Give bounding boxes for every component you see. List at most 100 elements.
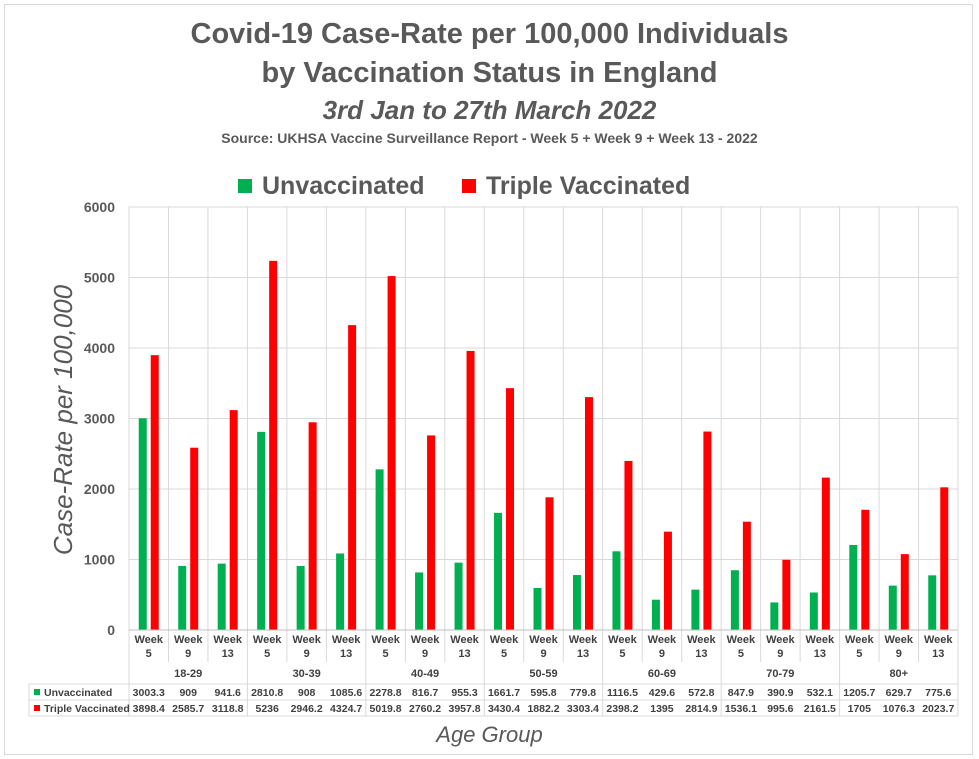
table-cell-value: 532.1 — [807, 687, 833, 699]
table-cell-value: 2760.2 — [409, 703, 441, 715]
bar-unvaccinated — [770, 602, 779, 630]
x-tick-label-week: Week — [569, 634, 598, 646]
x-tick-label-week: Week — [253, 634, 282, 646]
table-cell-value: 2278.8 — [370, 687, 402, 699]
x-tick-label-number: 9 — [896, 648, 902, 660]
x-tick-label-number: 13 — [577, 648, 589, 660]
legend-label-unvaccinated: Unvaccinated — [262, 171, 425, 200]
bar-unvaccinated — [454, 562, 463, 630]
x-tick-label-number: 5 — [738, 648, 744, 660]
y-tick-label: 5000 — [84, 270, 115, 286]
bar-triple-vaccinated — [190, 447, 199, 630]
bar-triple-vaccinated — [466, 350, 475, 630]
table-series-label: Unvaccinated — [44, 687, 112, 699]
table-cell-value: 955.3 — [451, 687, 477, 699]
table-cell-value: 3957.8 — [448, 703, 480, 715]
table-cell-value: 2585.7 — [172, 703, 204, 715]
table-cell-value: 941.6 — [215, 687, 241, 699]
bar-unvaccinated — [217, 563, 226, 630]
bar-unvaccinated — [888, 585, 897, 630]
y-tick-label: 1000 — [84, 552, 115, 568]
x-tick-label-week: Week — [608, 634, 637, 646]
bar-unvaccinated — [415, 572, 424, 630]
table-cell-value: 3003.3 — [133, 687, 165, 699]
bar-triple-vaccinated — [624, 460, 633, 630]
bar-triple-vaccinated — [900, 554, 909, 630]
x-group-label: 40-49 — [411, 668, 439, 680]
table-cell-value: 3303.4 — [567, 703, 599, 715]
x-tick-label-number: 13 — [932, 648, 944, 660]
x-group-label: 50-59 — [529, 668, 557, 680]
legend-item-unvaccinated: Unvaccinated — [238, 170, 425, 202]
x-tick-label-number: 13 — [340, 648, 352, 660]
bar-triple-vaccinated — [861, 509, 870, 630]
bar-triple-vaccinated — [584, 397, 593, 630]
table-cell-value: 629.7 — [886, 687, 912, 699]
x-tick-label-number: 13 — [458, 648, 470, 660]
x-group-label: 60-69 — [648, 668, 676, 680]
bar-triple-vaccinated — [387, 276, 396, 630]
bar-triple-vaccinated — [150, 355, 159, 630]
x-tick-label-number: 9 — [659, 648, 665, 660]
x-tick-label-week: Week — [766, 634, 795, 646]
legend: Unvaccinated Triple Vaccinated — [0, 170, 979, 202]
bar-triple-vaccinated — [229, 410, 238, 630]
table-cell-value: 909 — [179, 687, 197, 699]
bar-unvaccinated — [612, 551, 621, 630]
x-tick-label-number: 5 — [856, 648, 862, 660]
bar-unvaccinated — [849, 544, 858, 630]
bar-unvaccinated — [730, 570, 739, 630]
table-cell-value: 1205.7 — [843, 687, 875, 699]
x-tick-label-number: 13 — [695, 648, 707, 660]
table-cell-value: 572.8 — [688, 687, 714, 699]
table-cell-value: 3898.4 — [133, 703, 165, 715]
x-tick-label-number: 5 — [501, 648, 507, 660]
bar-unvaccinated — [375, 469, 384, 630]
bar-unvaccinated — [809, 592, 818, 630]
table-cell-value: 3118.8 — [212, 703, 244, 715]
bar-unvaccinated — [928, 575, 937, 630]
x-group-label: 70-79 — [766, 668, 794, 680]
x-tick-label-number: 9 — [304, 648, 310, 660]
bar-unvaccinated — [336, 553, 345, 630]
x-tick-label-week: Week — [529, 634, 558, 646]
table-cell-value: 5236 — [255, 703, 279, 715]
x-tick-label-week: Week — [806, 634, 835, 646]
x-tick-label-week: Week — [213, 634, 242, 646]
x-tick-label-number: 9 — [422, 648, 428, 660]
x-tick-label-number: 5 — [619, 648, 625, 660]
bar-triple-vaccinated — [663, 531, 672, 630]
bar-unvaccinated — [178, 565, 187, 630]
table-cell-value: 908 — [298, 687, 316, 699]
y-tick-label: 4000 — [84, 340, 115, 356]
chart-source: Source: UKHSA Vaccine Surveillance Repor… — [221, 130, 758, 146]
table-cell-value: 429.6 — [649, 687, 675, 699]
table-cell-value: 1085.6 — [330, 687, 362, 699]
x-group-label: 30-39 — [293, 668, 321, 680]
table-cell-value: 816.7 — [412, 687, 438, 699]
x-tick-label-week: Week — [292, 634, 321, 646]
legend-swatch-unvaccinated — [238, 179, 252, 193]
legend-swatch-triple-vaccinated — [462, 179, 476, 193]
bar-triple-vaccinated — [269, 260, 278, 630]
x-tick-label-number: 9 — [185, 648, 191, 660]
bar-triple-vaccinated — [427, 435, 436, 630]
y-tick-label: 6000 — [84, 199, 115, 215]
table-cell-value: 5019.8 — [370, 703, 402, 715]
x-tick-label-number: 9 — [777, 648, 783, 660]
bar-triple-vaccinated — [940, 487, 949, 630]
legend-item-triple-vaccinated: Triple Vaccinated — [462, 170, 690, 202]
x-tick-label-number: 9 — [540, 648, 546, 660]
x-tick-label-week: Week — [727, 634, 756, 646]
bar-unvaccinated — [691, 589, 700, 630]
x-tick-label-week: Week — [332, 634, 361, 646]
table-cell-value: 2398.2 — [606, 703, 638, 715]
chart-frame — [4, 4, 973, 755]
chart-title-line2: by Vaccination Status in England — [261, 57, 718, 89]
x-tick-label-week: Week — [174, 634, 203, 646]
x-group-label: 18-29 — [174, 668, 202, 680]
x-tick-label-week: Week — [885, 634, 914, 646]
x-tick-label-number: 13 — [814, 648, 826, 660]
x-axis-title: Age Group — [436, 722, 543, 747]
